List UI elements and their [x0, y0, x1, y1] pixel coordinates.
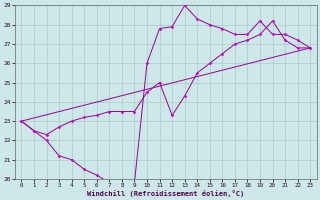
X-axis label: Windchill (Refroidissement éolien,°C): Windchill (Refroidissement éolien,°C): [87, 190, 244, 197]
